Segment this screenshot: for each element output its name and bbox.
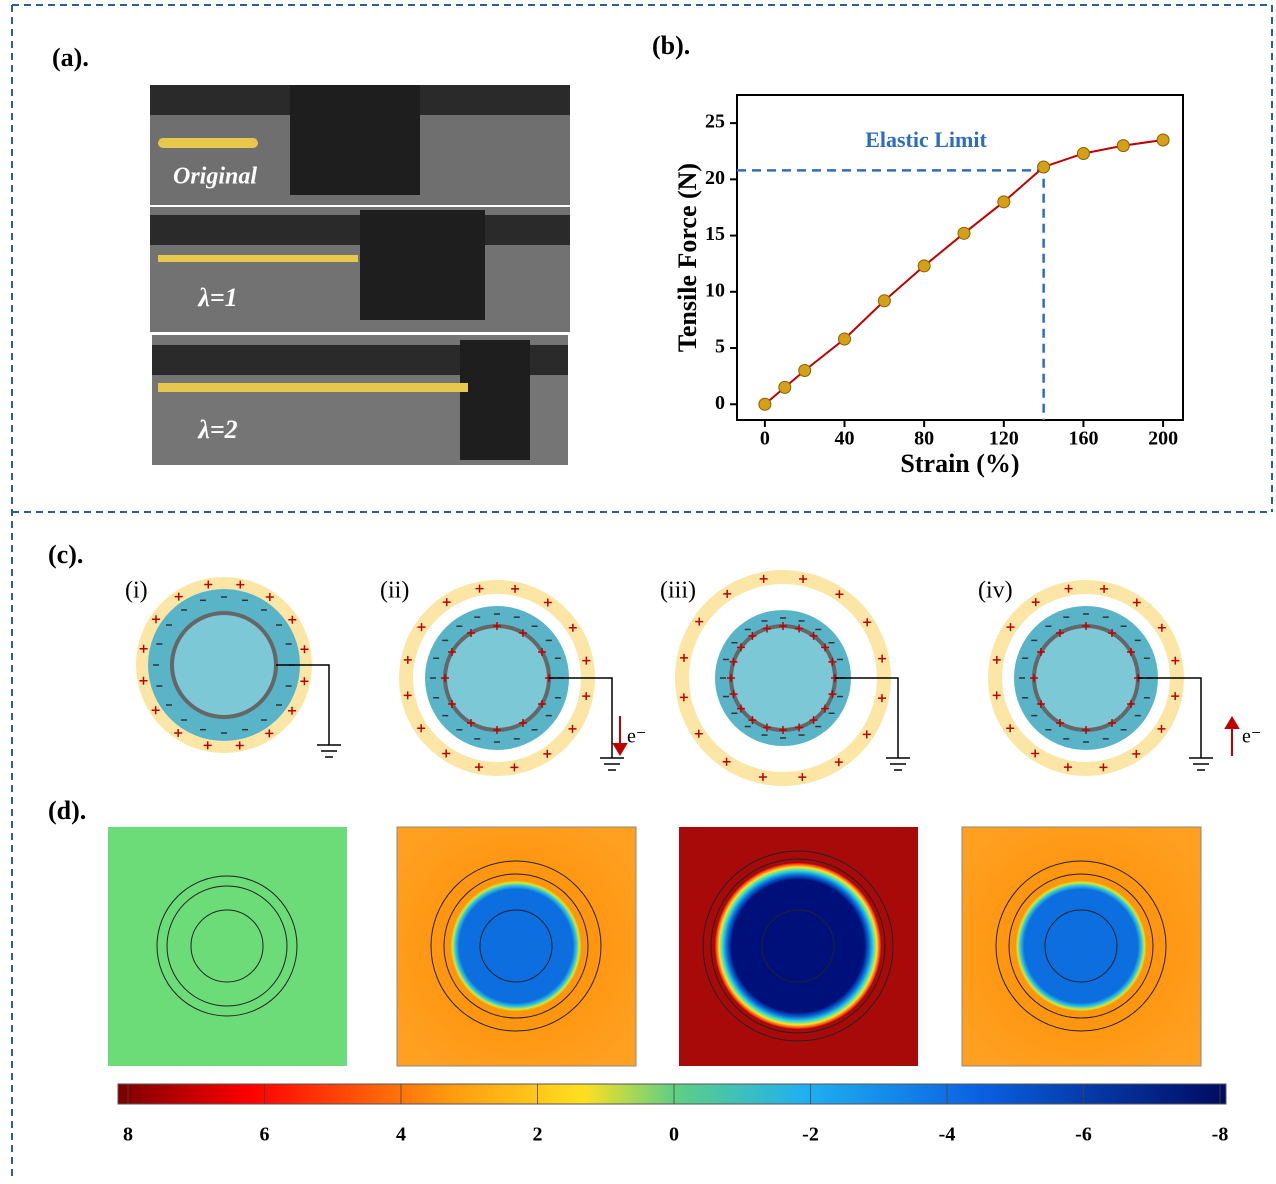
data-point	[779, 381, 791, 393]
data-point	[958, 227, 970, 239]
photo-label: λ=2	[197, 415, 237, 444]
colorbar-tick-label: 6	[260, 1124, 270, 1146]
data-point	[1117, 140, 1129, 152]
y-axis-label: Tensile Force (N)	[673, 163, 702, 352]
photo-label: Original	[173, 164, 257, 190]
data-point	[918, 260, 930, 272]
electrode-schematic	[140, 581, 341, 757]
data-point	[1157, 134, 1169, 146]
panel-label: (d).	[48, 796, 86, 825]
electrode-schematic	[680, 575, 910, 781]
inner-core	[731, 626, 835, 730]
photo: Original λ=1 λ=2	[150, 85, 570, 465]
electrode-schematic	[993, 585, 1213, 772]
stage-label: (iv)	[978, 578, 1013, 604]
colorbar-tick-label: 0	[669, 1124, 679, 1146]
y-tick-label: 5	[715, 336, 725, 358]
inner-core	[445, 626, 549, 730]
x-axis-label: Strain (%)	[900, 449, 1019, 478]
x-tick-label: 160	[1068, 428, 1098, 450]
stage-label: (ii)	[380, 578, 409, 604]
y-tick-label: 15	[705, 223, 725, 245]
x-tick-label: 40	[835, 428, 855, 450]
data-point	[839, 333, 851, 345]
x-tick-label: 120	[989, 428, 1019, 450]
stage-label: (iii)	[660, 578, 696, 604]
data-line	[765, 140, 1163, 404]
figure: (a). (b). (c). (d). Original λ=1 λ=2 (i)…	[0, 0, 1276, 1184]
data-point	[998, 196, 1010, 208]
stage-label: (i)	[125, 578, 148, 604]
x-tick-label: 200	[1148, 428, 1178, 450]
electron-label: e⁻	[627, 726, 646, 748]
y-tick-label: 0	[715, 392, 725, 414]
colorbar-tick-label: -8	[1212, 1124, 1229, 1146]
electron-label: e⁻	[1242, 726, 1261, 748]
electrode-schematic	[404, 585, 624, 772]
colorbar-tick-label: -2	[802, 1124, 819, 1146]
data-point	[878, 295, 890, 307]
inner-core	[1034, 626, 1138, 730]
panel-label: (b).	[652, 31, 690, 60]
data-point	[799, 365, 811, 377]
data-point	[1077, 147, 1089, 159]
colorbar-tick-label: 4	[396, 1124, 406, 1146]
colorbar-tick-label: -6	[1075, 1124, 1092, 1146]
colorbar-tick-label: 8	[123, 1124, 133, 1146]
colorbar-tick-label: -4	[939, 1124, 956, 1146]
simulation-maps	[108, 827, 1226, 1104]
x-tick-label: 0	[760, 428, 770, 450]
panel-label: (c).	[48, 540, 83, 569]
y-tick-label: 25	[705, 111, 725, 133]
photo-label: λ=1	[197, 283, 237, 312]
panel-label: (a).	[52, 43, 89, 72]
inner-core	[172, 613, 276, 717]
colorbar-tick-label: 2	[533, 1124, 543, 1146]
data-point	[759, 398, 771, 410]
y-tick-label: 10	[705, 279, 725, 301]
data-point	[1038, 161, 1050, 173]
x-tick-label: 80	[914, 428, 934, 450]
annotation: Elastic Limit	[865, 127, 987, 152]
y-tick-label: 20	[705, 167, 725, 189]
